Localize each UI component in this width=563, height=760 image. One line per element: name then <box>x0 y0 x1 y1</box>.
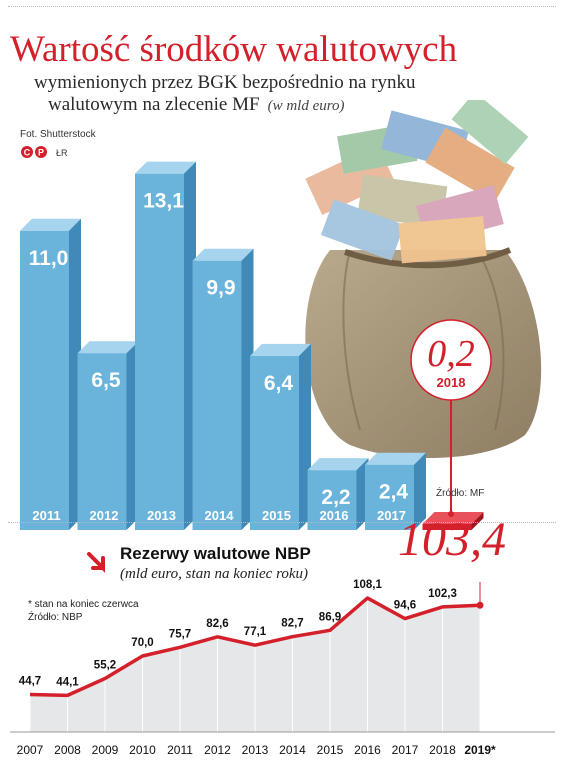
point-value-label: 77,1 <box>244 626 267 638</box>
bar-top <box>422 512 484 524</box>
bar-value-label: 2,4 <box>379 481 409 504</box>
bar-side <box>414 452 426 530</box>
callout-dot <box>448 511 454 517</box>
point-value-label: 75,7 <box>169 628 191 640</box>
highlight-value-2019: 103,4 <box>398 513 506 566</box>
reserves-line <box>29 596 481 698</box>
bar-value-label: 11,0 <box>29 247 69 270</box>
cp-logo-icon: C P <box>20 145 52 164</box>
bar-year-label: 2015 <box>262 508 291 523</box>
bar-top <box>192 248 254 261</box>
bar-front <box>422 524 472 530</box>
page-title: Wartość środków walutowych <box>10 29 458 70</box>
bar-top <box>135 161 196 174</box>
x-tick-label: 2019* <box>464 743 496 757</box>
bar-year-label: 2012 <box>90 508 119 523</box>
point-value-label: 82,7 <box>281 618 303 630</box>
x-tick-label: 2009 <box>92 743 119 757</box>
point-value-label: 70,0 <box>131 637 153 649</box>
svg-text:C: C <box>24 148 31 158</box>
bar-side <box>471 512 484 530</box>
highlight-dot <box>476 601 484 609</box>
subtitle-unit: (w mld euro) <box>267 98 345 114</box>
subtitle-line-1: wymienionych przez BGK bezpośrednio na r… <box>34 72 416 93</box>
x-tick-label: 2014 <box>279 743 306 757</box>
author-initials: ŁR <box>56 148 68 158</box>
bar-front <box>135 173 184 530</box>
x-tick-label: 2016 <box>354 743 381 757</box>
callout-circle <box>410 319 492 401</box>
bar-front <box>307 470 357 530</box>
x-tick-label: 2007 <box>17 743 44 757</box>
source-top: Źródło: MF <box>436 488 485 499</box>
bar-year-label: 2014 <box>205 508 235 523</box>
point-value-label: 86,9 <box>319 611 341 623</box>
bar-front <box>77 353 127 530</box>
point-value-label: 55,2 <box>94 659 116 671</box>
photo-credit: Fot. Shutterstock <box>20 129 96 140</box>
source-bottom: Źródło: NBP <box>28 612 83 623</box>
callout-value: 0,2 <box>427 333 475 375</box>
bar-value-label: 9,9 <box>206 277 235 300</box>
point-value-label: 108,1 <box>353 579 382 591</box>
bar-front <box>365 464 414 530</box>
section-divider <box>8 522 556 523</box>
bar-front <box>20 230 69 531</box>
point-value-label: 82,6 <box>206 618 228 630</box>
bar-value-label: 6,4 <box>264 372 294 395</box>
bar-value-label: 2,2 <box>321 486 350 509</box>
point-value-label: 102,3 <box>428 588 457 600</box>
x-tick-label: 2012 <box>204 743 231 757</box>
x-tick-label: 2011 <box>167 743 193 757</box>
point-value-label: 44,7 <box>19 675 41 687</box>
bar-year-label: 2016 <box>320 508 349 523</box>
bar-year-label: 2011 <box>32 508 60 523</box>
footnote-june: * stan na koniec czerwca <box>28 599 139 610</box>
x-tick-label: 2015 <box>317 743 344 757</box>
bar-top <box>250 343 311 356</box>
bar-2017: 2,4 2017 <box>365 452 426 530</box>
bar-2013: 13,1 2013 <box>135 161 196 530</box>
bar-front <box>250 355 299 530</box>
top-divider <box>8 6 556 7</box>
bar-top <box>20 218 81 231</box>
subtitle-line-2: walutowym na zlecenie MF (w mld euro) <box>48 94 345 116</box>
x-tick-label: 2017 <box>392 743 419 757</box>
callout-year: 2018 <box>437 375 466 390</box>
x-tick-label: 2008 <box>54 743 81 757</box>
bar-year-label: 2017 <box>377 508 406 523</box>
subtitle-line-2-text: walutowym na zlecenie MF <box>48 94 260 115</box>
x-tick-label: 2018 <box>429 743 456 757</box>
point-value-label: 94,6 <box>394 600 416 612</box>
bar-2015: 6,4 2015 <box>250 343 311 530</box>
bar-2011: 11,0 2011 <box>20 218 81 531</box>
bar-value-label: 6,5 <box>91 369 121 392</box>
down-arrow-icon <box>87 552 105 573</box>
bar-top <box>307 458 369 471</box>
x-tick-label: 2010 <box>129 743 156 757</box>
bar-year-label: 2013 <box>147 508 176 523</box>
bar-2014: 9,9 2014 <box>192 248 254 530</box>
bar-front <box>192 260 242 530</box>
point-value-label: 44,1 <box>56 676 79 688</box>
bar-value-label: 13,1 <box>143 190 184 213</box>
x-tick-label: 2013 <box>242 743 269 757</box>
bar-top <box>77 341 139 354</box>
svg-text:P: P <box>38 148 44 158</box>
bar-top <box>365 452 426 465</box>
reserves-title: Rezerwy walutowe NBP <box>120 544 311 563</box>
reserves-subtitle: (mld euro, stan na koniec roku) <box>120 566 309 582</box>
bar-2012: 6,5 2012 <box>77 341 139 530</box>
line-chart: 2007 2008 2009 2010 2011 2012 2013 2014 2015 2016… <box>10 579 555 757</box>
bar-chart: 11,0 2011 6,5 2012 13,1 2013 9,9 2014 6,4 2015 2,2… <box>20 161 492 531</box>
